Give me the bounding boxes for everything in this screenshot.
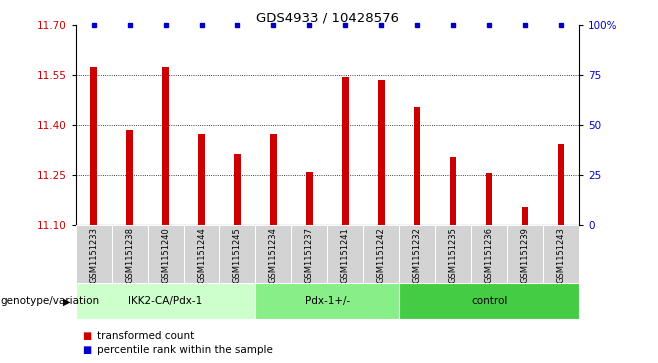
Bar (306, 172, 313, 225)
Bar (112, 225, 147, 283)
Text: GSM1151245: GSM1151245 (233, 227, 242, 282)
Text: GSM1151232: GSM1151232 (413, 227, 422, 283)
Text: genotype/variation: genotype/variation (0, 296, 99, 306)
Text: ■: ■ (82, 345, 91, 355)
Bar (163, 67, 169, 225)
Bar (327, 225, 363, 283)
Bar (270, 134, 276, 225)
Bar (220, 225, 255, 283)
Text: GSM1151243: GSM1151243 (557, 227, 566, 283)
Bar (522, 207, 528, 225)
Bar (543, 225, 579, 283)
Bar (486, 174, 492, 225)
Text: Pdx-1+/-: Pdx-1+/- (305, 296, 350, 306)
Text: GSM1151244: GSM1151244 (197, 227, 206, 282)
Text: GSM1151240: GSM1151240 (161, 227, 170, 282)
Text: GSM1151235: GSM1151235 (449, 227, 458, 283)
Text: GSM1151242: GSM1151242 (377, 227, 386, 282)
Bar (147, 225, 184, 283)
Text: ■: ■ (82, 331, 91, 341)
Bar (558, 143, 565, 225)
Text: GSM1151238: GSM1151238 (125, 227, 134, 283)
Bar (76, 225, 112, 283)
Bar (234, 154, 241, 225)
Bar (471, 225, 507, 283)
Bar (450, 157, 457, 225)
Text: ▶: ▶ (63, 296, 70, 306)
Bar (399, 225, 435, 283)
Bar (255, 283, 399, 319)
Bar (76, 283, 255, 319)
Text: transformed count: transformed count (97, 331, 194, 341)
Text: GSM1151241: GSM1151241 (341, 227, 350, 282)
Bar (378, 80, 384, 225)
Bar (291, 225, 327, 283)
Bar (198, 134, 205, 225)
Text: GSM1151233: GSM1151233 (89, 227, 98, 283)
Text: GSM1151236: GSM1151236 (485, 227, 494, 283)
Bar (90, 67, 97, 225)
Text: GSM1151237: GSM1151237 (305, 227, 314, 283)
Bar (399, 283, 579, 319)
Bar (184, 225, 220, 283)
Bar (363, 225, 399, 283)
Title: GDS4933 / 10428576: GDS4933 / 10428576 (256, 11, 399, 24)
Bar (414, 107, 420, 225)
Text: control: control (471, 296, 507, 306)
Text: GSM1151234: GSM1151234 (269, 227, 278, 283)
Text: IKK2-CA/Pdx-1: IKK2-CA/Pdx-1 (128, 296, 203, 306)
Bar (342, 77, 349, 225)
Bar (126, 130, 133, 225)
Text: percentile rank within the sample: percentile rank within the sample (97, 345, 272, 355)
Bar (255, 225, 291, 283)
Bar (435, 225, 471, 283)
Text: GSM1151239: GSM1151239 (520, 227, 530, 283)
Bar (507, 225, 543, 283)
